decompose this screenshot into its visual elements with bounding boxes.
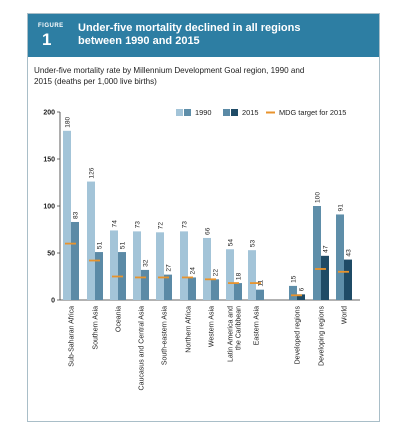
value-label-2015: 43: [345, 249, 352, 257]
value-label-1990: 91: [337, 204, 344, 212]
category-label: Northern Africa: [186, 306, 193, 353]
value-label-2015: 83: [72, 211, 79, 219]
bar-1990: [203, 237, 211, 300]
bar-2015: [321, 255, 329, 300]
value-label-2015: 51: [119, 241, 126, 249]
value-label-1990: 66: [204, 227, 211, 235]
bar-2015: [95, 252, 103, 300]
value-label-1990: 54: [227, 239, 234, 247]
legend-swatch-1990-light: [176, 109, 183, 116]
category-label: World: [342, 306, 349, 324]
figure-number: 1: [42, 30, 52, 49]
bar-1990: [87, 181, 95, 300]
bar-2015: [297, 294, 305, 300]
bar-1990: [63, 130, 71, 300]
category-label: Latin America and: [228, 306, 235, 362]
legend-label-2015: 2015: [242, 108, 258, 117]
value-label-2015: 18: [235, 272, 242, 280]
category-label: Western Asia: [209, 306, 216, 347]
figure-title-line-1: Under-five mortality declined in all reg…: [78, 22, 301, 34]
value-label-2015: 24: [189, 267, 196, 275]
bar-2015: [188, 277, 196, 300]
category-label: Caucasus and Central Asia: [139, 306, 146, 391]
legend-swatch-1990-dark: [184, 109, 191, 116]
bar-1990: [289, 285, 297, 300]
figure-label: FIGURE: [38, 23, 64, 29]
category-label: Developed regions: [295, 306, 302, 365]
figure-subtitle: Under-five mortality rate by Millennium …: [34, 65, 374, 87]
figure-frame: FIGURE 1 Under-five mortality declined i…: [27, 13, 380, 422]
value-label-1990: 100: [314, 192, 321, 203]
value-label-2015: 32: [142, 259, 149, 267]
category-label: Oceania: [116, 306, 123, 332]
value-label-1990: 180: [64, 116, 71, 127]
y-tick-label: 100: [43, 204, 55, 211]
value-label-1990: 126: [88, 167, 95, 178]
category-label: Eastern Asia: [254, 306, 261, 345]
legend-label-1990: 1990: [195, 108, 211, 117]
category-label: Developing regions: [319, 306, 326, 366]
bar-1990: [156, 232, 164, 300]
bar-1990: [313, 206, 321, 300]
bar-2015: [256, 289, 264, 300]
value-label-2015: 6: [298, 287, 305, 291]
bar-2015: [164, 274, 172, 300]
value-label-2015: 27: [165, 264, 172, 272]
figure-subtitle-line-1: Under-five mortality rate by Millennium …: [34, 66, 305, 75]
value-label-2015: 51: [96, 241, 103, 249]
value-label-1990: 73: [181, 221, 188, 229]
y-tick-label: 150: [43, 157, 55, 164]
value-label-2015: 47: [322, 245, 329, 253]
value-label-1990: 53: [249, 240, 256, 248]
bar-2015: [71, 221, 79, 300]
value-label-2015: 11: [257, 279, 264, 286]
value-label-1990: 73: [134, 221, 141, 229]
legend-label-target: MDG target for 2015: [279, 108, 346, 117]
figure-header: FIGURE 1 Under-five mortality declined i…: [28, 14, 379, 57]
bar-2015: [211, 279, 219, 300]
category-label: Sub-Saharan Africa: [69, 306, 76, 367]
bar-2015: [141, 269, 149, 300]
bar-2015: [234, 283, 242, 300]
figure-title-line-2: between 1990 and 2015: [78, 35, 200, 47]
category-label: Southern Asia: [93, 306, 100, 350]
bar-1990: [226, 249, 234, 300]
value-label-2015: 22: [212, 269, 219, 277]
bar-2015: [344, 259, 352, 300]
bar-1990: [336, 214, 344, 300]
value-label-1990: 74: [111, 220, 118, 228]
bar-1990: [133, 231, 141, 300]
category-label: the Caribbean: [236, 306, 243, 350]
category-label: South-eastern Asia: [162, 306, 169, 365]
bar-1990: [110, 230, 118, 300]
figure-subtitle-line-2: 2015 (deaths per 1,000 live births): [34, 77, 157, 86]
bar-1990: [180, 231, 188, 300]
value-label-1990: 15: [290, 275, 297, 283]
figure-title: Under-five mortality declined in all reg…: [78, 22, 373, 48]
y-tick-label: 200: [43, 110, 55, 117]
value-label-1990: 72: [157, 222, 164, 230]
legend-swatch-2015-dark: [231, 109, 238, 116]
bar-1990: [248, 250, 256, 300]
y-tick-label: 50: [47, 251, 55, 258]
y-tick-label: 0: [51, 298, 55, 305]
legend-swatch-2015-light: [223, 109, 230, 116]
